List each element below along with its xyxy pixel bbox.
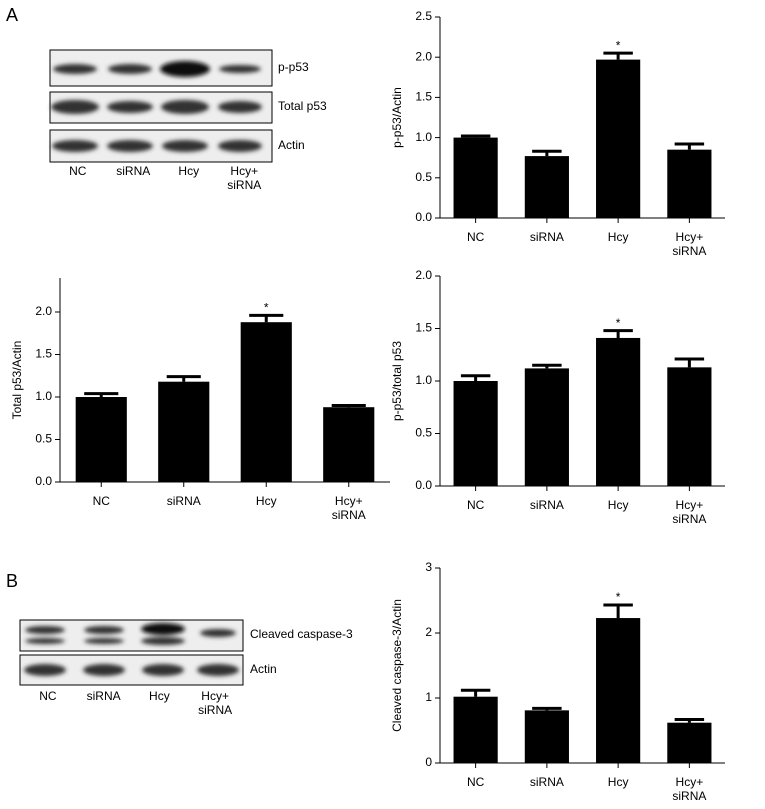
error-bar <box>532 149 562 157</box>
x-tick-label: Hcy+ siRNA <box>672 230 706 258</box>
y-tick-label: 0 <box>425 755 432 769</box>
x-tick-label: Hcy <box>608 498 629 512</box>
bar <box>75 397 127 482</box>
y-axis-label: Cleaved caspase-3/Actin <box>390 599 404 732</box>
lane-label: Hcy <box>178 164 199 178</box>
y-tick-label: 1.0 <box>35 389 52 403</box>
x-tick-label: Hcy+ siRNA <box>332 494 366 522</box>
error-bar <box>674 142 705 150</box>
y-tick-label: 2.0 <box>415 268 432 282</box>
x-tick-label: NC <box>467 498 485 512</box>
panel-label: A <box>6 5 18 25</box>
y-tick-label: 1.5 <box>35 347 52 361</box>
y-axis-label: p-p53/total p53 <box>390 341 404 421</box>
y-tick-label: 0.0 <box>35 474 52 488</box>
error-bar <box>603 603 633 619</box>
error-bar <box>460 374 491 381</box>
x-tick-label: siRNA <box>530 230 564 244</box>
panel-label: B <box>6 571 18 591</box>
error-bar <box>460 134 491 138</box>
bar <box>596 337 641 486</box>
y-tick-label: 2.0 <box>415 49 432 63</box>
bar <box>323 407 375 482</box>
x-tick-label: siRNA <box>167 494 201 508</box>
x-tick-label: Hcy <box>608 230 629 244</box>
error-bar <box>460 688 491 697</box>
error-bar <box>674 357 705 368</box>
band-label: Cleaved caspase-3 <box>250 627 353 641</box>
bar <box>453 137 498 218</box>
x-tick-label: Hcy <box>256 494 277 508</box>
lane-label: siRNA <box>87 689 121 703</box>
bar <box>453 381 498 486</box>
error-bar <box>331 404 366 408</box>
y-tick-label: 1.5 <box>415 90 432 104</box>
y-tick-label: 0.0 <box>415 478 432 492</box>
annotation: * <box>616 38 621 52</box>
lane-label: Hcy+ siRNA <box>227 164 261 192</box>
bar <box>667 722 712 763</box>
bar <box>524 368 569 486</box>
bar <box>596 59 641 218</box>
x-tick-label: Hcy+ siRNA <box>672 498 706 526</box>
y-tick-label: 2.0 <box>35 304 52 318</box>
annotation: * <box>264 301 269 315</box>
bar <box>667 367 712 486</box>
x-tick-label: NC <box>467 775 485 789</box>
error-bar <box>249 313 284 323</box>
bar <box>158 381 210 482</box>
error-bar <box>84 392 119 397</box>
y-axis-label: p-p53/Actin <box>390 87 404 148</box>
lane-label: siRNA <box>116 164 150 178</box>
y-tick-label: 1 <box>425 690 432 704</box>
lane-label: Hcy <box>149 689 170 703</box>
y-tick-label: 1.0 <box>415 373 432 387</box>
bar <box>524 156 569 218</box>
error-bar <box>532 363 562 369</box>
annotation: * <box>616 316 621 330</box>
y-tick-label: 0.5 <box>415 426 432 440</box>
lane-label: NC <box>39 689 57 703</box>
x-tick-label: NC <box>467 230 485 244</box>
y-tick-label: 2.5 <box>415 9 432 23</box>
band-label: Actin <box>250 662 277 676</box>
error-bar <box>532 706 562 711</box>
bar <box>524 710 569 763</box>
error-bar <box>166 375 201 382</box>
error-bar <box>603 329 633 338</box>
band-label: Total p53 <box>278 99 327 113</box>
x-tick-label: siRNA <box>530 775 564 789</box>
band-label: p-p53 <box>278 60 309 74</box>
bar <box>667 149 712 218</box>
error-bar <box>603 51 633 60</box>
y-tick-label: 3 <box>425 560 432 574</box>
x-tick-label: Hcy <box>608 775 629 789</box>
annotation: * <box>616 590 621 604</box>
x-tick-label: siRNA <box>530 498 564 512</box>
error-bar <box>674 717 705 723</box>
bar <box>240 322 292 482</box>
y-tick-label: 1.0 <box>415 130 432 144</box>
y-tick-label: 0.0 <box>415 210 432 224</box>
bar <box>596 618 641 763</box>
y-tick-label: 0.5 <box>415 170 432 184</box>
x-tick-label: NC <box>93 494 111 508</box>
y-tick-label: 0.5 <box>35 432 52 446</box>
blot-b <box>19 619 244 686</box>
x-tick-label: Hcy+ siRNA <box>672 775 706 803</box>
lane-label: NC <box>69 164 87 178</box>
bar <box>453 696 498 763</box>
y-tick-label: 1.5 <box>415 321 432 335</box>
y-tick-label: 2 <box>425 625 432 639</box>
blot-a <box>49 49 273 163</box>
lane-label: Hcy+ siRNA <box>198 689 232 717</box>
band-label: Actin <box>278 138 305 152</box>
y-axis-label: Total p53/Actin <box>10 341 24 420</box>
